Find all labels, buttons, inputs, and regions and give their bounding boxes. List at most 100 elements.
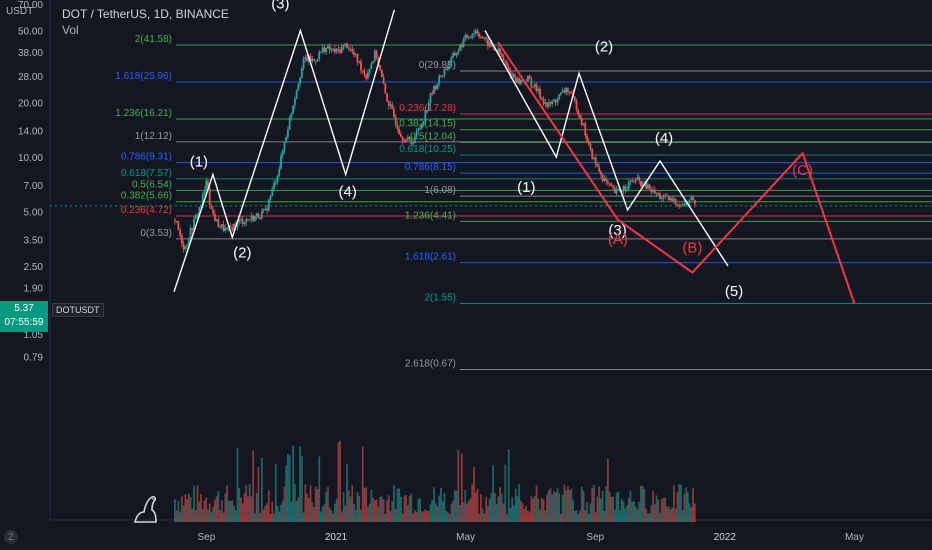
volume-bar xyxy=(525,505,528,522)
candle-body xyxy=(210,204,213,210)
candle-body xyxy=(354,53,357,55)
candle-body xyxy=(276,176,279,183)
volume-bar xyxy=(193,485,195,522)
volume-bar xyxy=(540,498,543,522)
candle-body xyxy=(426,110,428,112)
wave-label: (4) xyxy=(655,130,673,147)
wave-label: (1) xyxy=(190,154,208,171)
volume-bar xyxy=(655,495,658,522)
candle-body xyxy=(596,164,599,168)
candle-body xyxy=(321,47,324,52)
volume-bar xyxy=(410,493,413,522)
candle-body xyxy=(511,74,514,76)
candle-body xyxy=(445,68,448,70)
candle-body xyxy=(313,58,315,61)
volume-bar xyxy=(412,513,415,522)
fib2-label: 0.236(17.28) xyxy=(399,103,456,114)
volume-bar xyxy=(184,494,187,522)
legend-volume: Vol xyxy=(62,23,79,37)
candle-body xyxy=(568,91,571,93)
volume-bar xyxy=(650,505,653,522)
volume-bar xyxy=(601,491,604,522)
volume-bar xyxy=(400,496,402,522)
volume-bar xyxy=(450,504,453,522)
candle-body xyxy=(229,225,232,228)
volume-bar xyxy=(201,508,204,522)
candle-body xyxy=(580,118,583,125)
volume-bar xyxy=(460,453,463,522)
volume-bar xyxy=(643,489,646,522)
volume-bar xyxy=(314,486,317,522)
volume-bar xyxy=(413,510,416,522)
candle-body xyxy=(594,157,597,165)
volume-bar xyxy=(349,496,352,522)
volume-bar xyxy=(358,495,361,522)
volume-bar xyxy=(490,492,493,522)
volume-bar xyxy=(499,487,501,522)
candle-body xyxy=(641,182,644,187)
volume-bar xyxy=(380,496,383,522)
candle-body xyxy=(539,88,541,98)
volume-bar xyxy=(393,485,395,522)
x-tick-label: May xyxy=(456,532,475,543)
volume-bar xyxy=(233,506,235,522)
price-axis[interactable] xyxy=(0,0,50,550)
candle-body xyxy=(257,213,260,218)
volume-bar xyxy=(353,503,355,522)
candle-body xyxy=(438,75,441,85)
volume-bar xyxy=(370,489,373,522)
candle-body xyxy=(203,189,206,195)
candle-body xyxy=(659,193,661,199)
candle-body xyxy=(446,66,449,70)
wave-path xyxy=(484,30,729,267)
candle-body xyxy=(499,48,501,54)
volume-bar xyxy=(464,490,467,522)
candle-body xyxy=(558,94,561,100)
volume-bar xyxy=(180,496,183,522)
candle-body xyxy=(283,142,286,151)
volume-bar xyxy=(278,511,281,522)
candle-body xyxy=(309,55,312,62)
zoom-button[interactable]: Z xyxy=(4,530,18,544)
candle-body xyxy=(575,100,578,111)
wave-label: (C) xyxy=(792,162,813,179)
candle-body xyxy=(626,189,628,191)
wave-label: (3) xyxy=(608,222,626,239)
candle-body xyxy=(546,102,548,107)
candle-body xyxy=(570,92,573,94)
candle-body xyxy=(591,148,594,160)
volume-bar xyxy=(681,510,684,522)
volume-bar xyxy=(526,510,529,522)
volume-bar xyxy=(455,491,458,522)
candle-body xyxy=(403,140,406,143)
volume-bar xyxy=(212,506,215,522)
volume-bar xyxy=(627,497,630,522)
candle-body xyxy=(631,180,634,182)
volume-bar xyxy=(391,501,394,522)
volume-bar xyxy=(415,512,418,522)
x-tick-label: Sep xyxy=(198,532,216,543)
candle-body xyxy=(347,47,350,50)
volume-bar xyxy=(631,501,634,522)
candle-body xyxy=(241,219,244,225)
candle-body xyxy=(255,213,258,217)
volume-bar xyxy=(208,503,211,522)
volume-bar xyxy=(264,505,267,522)
last-price: 5.37 xyxy=(14,303,34,314)
volume-bar xyxy=(408,496,411,522)
candle-body xyxy=(299,77,301,84)
candle-body xyxy=(688,199,691,204)
volume-bar xyxy=(532,498,534,522)
candle-body xyxy=(549,102,552,104)
candle-body xyxy=(681,205,684,207)
volume-bar xyxy=(318,456,321,522)
x-tick-label: 2021 xyxy=(325,532,348,543)
candle-body xyxy=(240,219,242,221)
volume-bar xyxy=(558,492,561,522)
volume-bar xyxy=(573,511,576,522)
volume-bar xyxy=(320,511,322,522)
volume-bar xyxy=(387,495,390,522)
volume-bar xyxy=(243,493,246,522)
y-tick-label: 14.00 xyxy=(18,127,43,138)
